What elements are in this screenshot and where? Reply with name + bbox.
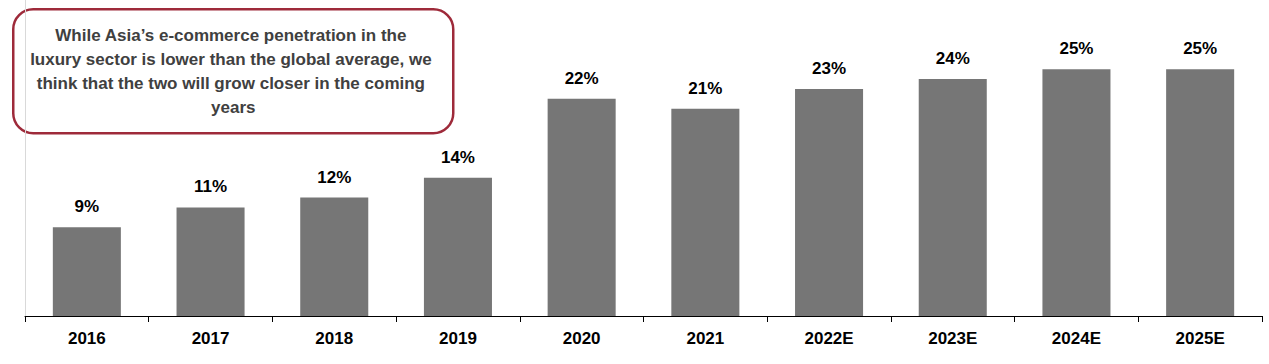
svg-text:2018: 2018 [315, 329, 353, 348]
svg-text:2025E: 2025E [1176, 329, 1225, 348]
svg-text:2021: 2021 [686, 329, 724, 348]
svg-text:think that the two will grow c: think that the two will grow closer in t… [37, 74, 430, 93]
svg-text:2019: 2019 [439, 329, 477, 348]
svg-text:While Asia’s e-commerce penetr: While Asia’s e-commerce penetration in t… [55, 26, 411, 45]
svg-text:12%: 12% [317, 168, 351, 187]
svg-text:25%: 25% [1183, 39, 1217, 58]
svg-text:24%: 24% [936, 49, 970, 68]
svg-text:22%: 22% [565, 69, 599, 88]
svg-text:2020: 2020 [563, 329, 601, 348]
svg-text:14%: 14% [441, 148, 475, 167]
svg-text:2022E: 2022E [804, 329, 853, 348]
svg-text:2023E: 2023E [928, 329, 977, 348]
svg-text:11%: 11% [194, 177, 227, 196]
svg-text:25%: 25% [1059, 39, 1093, 58]
svg-text:23%: 23% [812, 59, 846, 78]
svg-text:2017: 2017 [192, 329, 230, 348]
svg-text:2024E: 2024E [1052, 329, 1101, 348]
svg-text:2016: 2016 [68, 329, 106, 348]
svg-text:luxury sector is lower than th: luxury sector is lower than the global a… [30, 50, 436, 69]
svg-text:21%: 21% [688, 79, 722, 98]
svg-text:9%: 9% [75, 197, 100, 216]
svg-text:years: years [211, 98, 255, 117]
